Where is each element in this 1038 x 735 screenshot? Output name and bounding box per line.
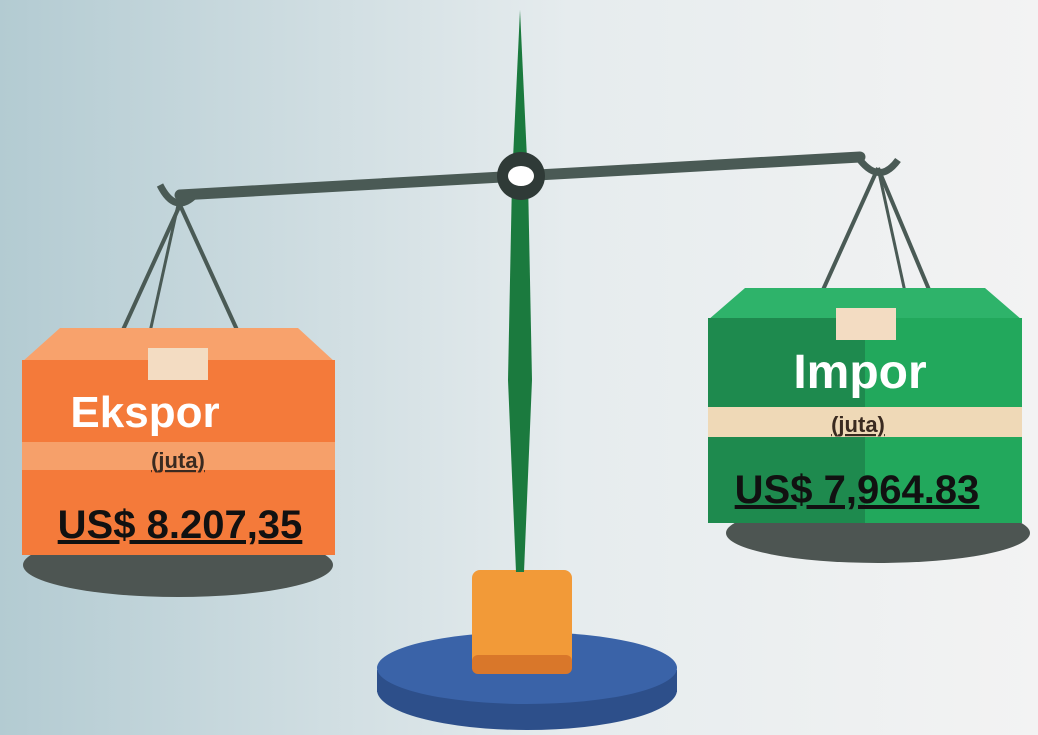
scale-beam xyxy=(156,151,901,207)
import-unit: (juta) xyxy=(831,412,885,437)
scale-pillar xyxy=(508,10,532,572)
import-title: Impor xyxy=(793,346,926,399)
export-title: Ekspor xyxy=(70,388,219,437)
scale-base xyxy=(377,570,677,730)
left-pan xyxy=(22,204,335,597)
import-value: US$ 7,964.83 xyxy=(735,468,980,512)
right-pan xyxy=(708,167,1030,563)
export-unit: (juta) xyxy=(151,448,205,473)
export-value: US$ 8.207,35 xyxy=(58,503,303,547)
